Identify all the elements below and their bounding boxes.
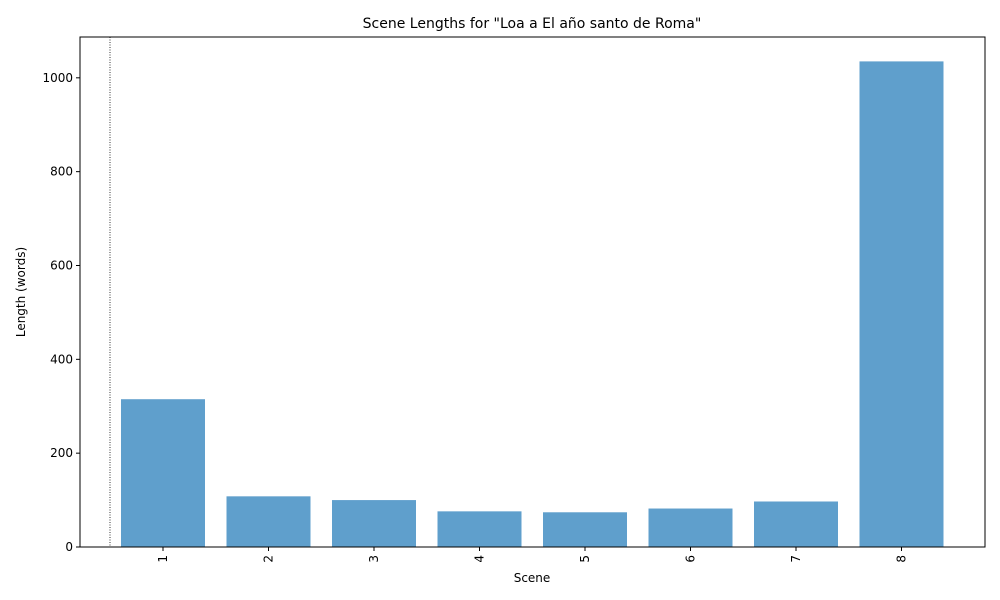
x-tick-label: 6 <box>684 555 698 563</box>
x-tick-label: 7 <box>789 555 803 563</box>
bar-scene-1 <box>121 399 205 547</box>
y-tick-label: 200 <box>50 446 73 460</box>
bar-scene-4 <box>437 511 522 547</box>
y-tick-label: 1000 <box>42 71 73 85</box>
y-tick-label: 800 <box>50 165 73 179</box>
x-tick-label: 5 <box>578 555 592 563</box>
plot-frame <box>79 36 986 548</box>
bar-scene-7 <box>754 501 838 547</box>
bar-scene-6 <box>648 508 733 547</box>
x-tick-label: 4 <box>473 555 487 563</box>
y-tick-label: 400 <box>50 352 73 366</box>
plot-area: 0 200 400 600 800 1000 1 2 3 4 5 6 7 8 <box>42 36 986 563</box>
x-tick-label: 1 <box>156 555 170 563</box>
bar-scene-8 <box>859 61 944 547</box>
y-tick-label: 600 <box>50 258 73 272</box>
x-axis-label: Scene <box>514 571 551 585</box>
bar-scene-3 <box>332 500 416 547</box>
y-axis-label: Length (words) <box>14 247 28 337</box>
x-tick-label: 3 <box>367 555 381 563</box>
y-tick-label: 0 <box>65 540 73 554</box>
bar-scene-2 <box>226 496 311 547</box>
x-tick-label: 8 <box>895 555 909 563</box>
x-tick-label: 2 <box>262 555 276 563</box>
bar-scene-5 <box>543 512 627 547</box>
chart-title: Scene Lengths for "Loa a El año santo de… <box>363 16 702 32</box>
